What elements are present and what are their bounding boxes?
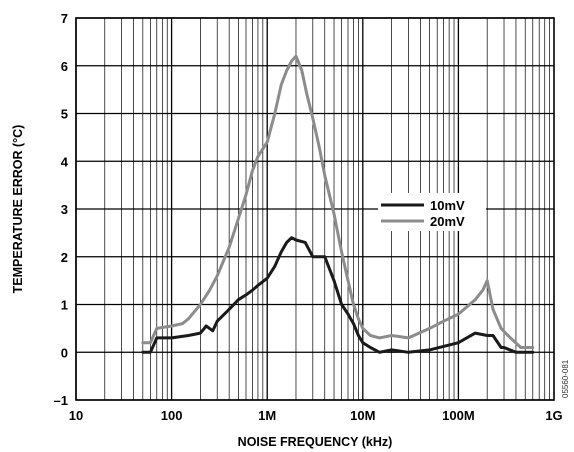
legend-label-20mv: 20mV	[430, 214, 465, 229]
y-axis-label: TEMPERATURE ERROR (°C)	[11, 125, 25, 294]
legend-background	[378, 193, 486, 231]
legend-label-10mv: 10mV	[430, 198, 465, 213]
legend: 10mV 20mV	[378, 193, 486, 231]
x-tick-label: 1G	[545, 408, 562, 423]
series-layer	[141, 54, 535, 354]
y-tick-label: 1	[61, 298, 68, 313]
y-tick-label: 3	[61, 202, 68, 217]
y-tick-label: 4	[61, 154, 69, 169]
y-tick-label: 2	[61, 250, 68, 265]
y-tick-label: 6	[61, 59, 68, 74]
series-line-20mv	[141, 54, 535, 349]
figure-code: 05560-081	[561, 359, 570, 398]
x-tick-label: 10	[69, 408, 83, 423]
series-line-10mv	[141, 236, 535, 354]
x-tick-label: 1M	[258, 408, 276, 423]
y-tick-label: 0	[61, 345, 68, 360]
tick-labels: 10 100 1M 10M 100M 1G –1 0 1 2 3 4 5 6 7	[54, 11, 563, 423]
x-tick-label: 10M	[350, 408, 375, 423]
x-tick-label: 100M	[442, 408, 475, 423]
x-axis-label: NOISE FREQUENCY (kHz)	[238, 435, 393, 449]
x-tick-label: 100	[161, 408, 183, 423]
y-tick-label: –1	[54, 393, 68, 408]
y-tick-label: 5	[61, 107, 68, 122]
y-tick-label: 7	[61, 11, 68, 26]
plot-frame	[75, 17, 555, 401]
